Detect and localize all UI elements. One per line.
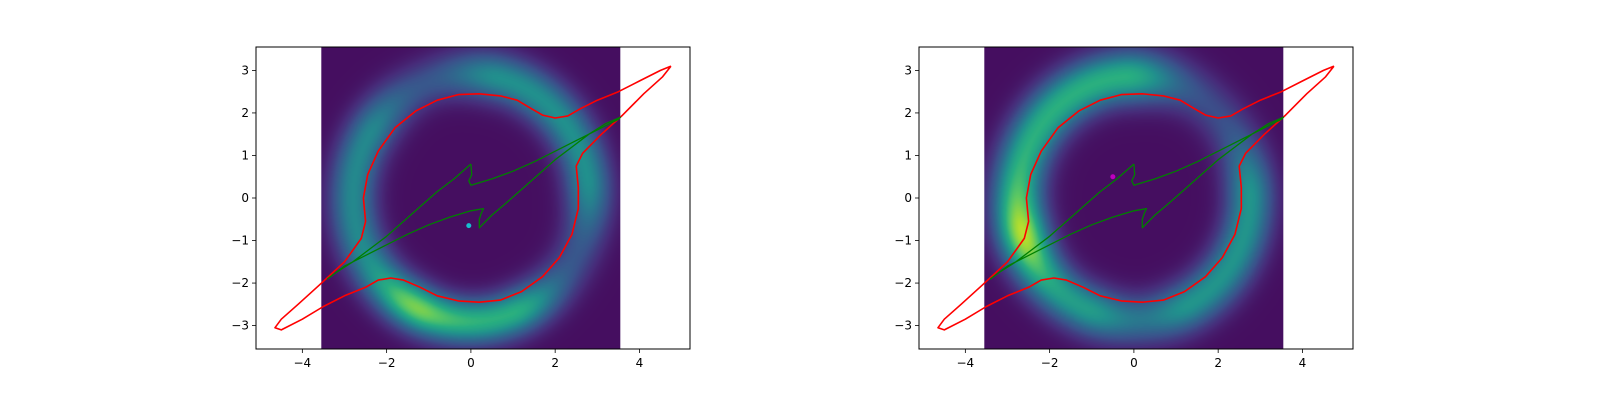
left-x-axis: −4 −2 0 2 4	[293, 349, 643, 370]
left-curves	[274, 65, 672, 331]
left-ytick-label: −3	[231, 319, 249, 333]
right-heatmap-image	[984, 47, 1284, 349]
left-heatmap-image	[321, 47, 621, 349]
right-ytick-label: −1	[894, 234, 912, 248]
right-ytick-label: 3	[904, 63, 912, 77]
left-xtick-label: 4	[636, 356, 644, 370]
right-curves	[937, 65, 1335, 331]
left-ytick-label: 3	[241, 63, 249, 77]
left-panel: −4 −2 0 2 4 −3 −2 −1 0 1 2 3	[231, 46, 691, 370]
right-critical-curve	[937, 65, 1335, 331]
right-ytick-label: −2	[894, 276, 912, 290]
right-ytick-label: 2	[904, 106, 912, 120]
right-xtick-label: −4	[956, 356, 974, 370]
left-ytick-label: 0	[241, 191, 249, 205]
right-ytick-label: −3	[894, 319, 912, 333]
left-source-point-0	[466, 223, 472, 229]
left-xtick-label: −2	[378, 356, 396, 370]
right-ytick-label: 0	[904, 191, 912, 205]
right-x-axis: −4 −2 0 2 4	[956, 349, 1306, 370]
left-xtick-label: −4	[293, 356, 311, 370]
left-xtick-label: 0	[467, 356, 475, 370]
right-heatmap	[984, 47, 1284, 349]
left-y-axis: −3 −2 −1 0 1 2 3	[231, 63, 256, 333]
right-xtick-label: 2	[1214, 356, 1222, 370]
left-ytick-label: 1	[241, 148, 249, 162]
right-caustic-curve	[989, 116, 1285, 280]
right-source-point-0	[1110, 174, 1116, 180]
right-xtick-label: 4	[1299, 356, 1307, 370]
right-xtick-label: −2	[1041, 356, 1059, 370]
left-ytick-label: −1	[231, 234, 249, 248]
right-y-axis: −3 −2 −1 0 1 2 3	[894, 63, 919, 333]
left-critical-curve	[274, 65, 672, 331]
right-ytick-label: 1	[904, 148, 912, 162]
right-xtick-label: 0	[1130, 356, 1138, 370]
left-caustic-curve	[326, 116, 622, 280]
right-panel: −4 −2 0 2 4 −3 −2 −1 0 1 2 3	[894, 46, 1354, 370]
left-xtick-label: 2	[551, 356, 559, 370]
left-markers	[466, 223, 472, 229]
left-ytick-label: 2	[241, 106, 249, 120]
right-markers	[1110, 174, 1116, 180]
left-ytick-label: −2	[231, 276, 249, 290]
left-heatmap	[321, 47, 621, 349]
